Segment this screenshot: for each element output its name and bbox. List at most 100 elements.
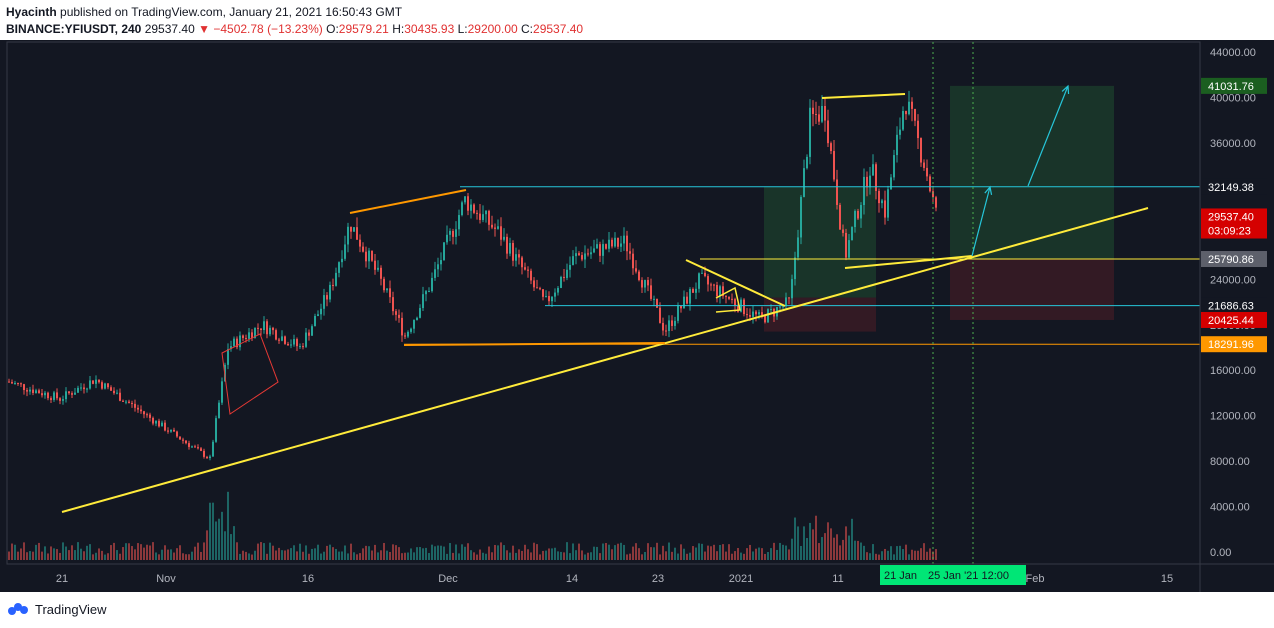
volume-bar <box>446 553 448 560</box>
candle-body <box>14 382 16 384</box>
volume-bar <box>602 543 604 560</box>
volume-bar <box>281 550 283 560</box>
loss-zone-1[interactable] <box>764 297 876 332</box>
volume-bar <box>347 553 349 560</box>
volume-bar <box>170 549 172 560</box>
candle-body <box>824 105 826 121</box>
volume-bar <box>278 547 280 560</box>
candle-body <box>422 294 424 309</box>
candle-body <box>737 305 739 312</box>
volume-bar <box>740 552 742 560</box>
volume-bar <box>101 550 103 560</box>
author-name[interactable]: Hyacinth <box>6 5 57 19</box>
wedge-upper[interactable] <box>685 259 786 307</box>
candle-body <box>746 314 748 316</box>
candle-body <box>29 389 31 392</box>
volume-bar <box>32 551 34 560</box>
volume-bar <box>95 552 97 560</box>
svg-text:20425.44: 20425.44 <box>1208 315 1254 327</box>
volume-bar <box>341 551 343 560</box>
projection-arrow-2[interactable] <box>1027 85 1069 187</box>
candle-body <box>656 298 658 308</box>
volume-bar <box>488 546 490 560</box>
volume-bar <box>932 551 934 560</box>
volume-bar <box>599 553 601 560</box>
candle-body <box>77 387 79 393</box>
profit-zone-2[interactable] <box>950 85 1114 260</box>
candle-body <box>875 164 877 191</box>
candle-body <box>233 338 235 347</box>
volume-bar <box>575 550 577 560</box>
volume-bar <box>62 542 64 560</box>
candle-body <box>44 392 46 396</box>
candle-body <box>266 321 268 335</box>
volume-bar <box>437 545 439 560</box>
volume-bar <box>374 544 376 560</box>
tradingview-logo[interactable]: TradingView <box>6 601 107 617</box>
x-tick-label: 14 <box>566 573 578 585</box>
volume-bar <box>89 544 91 560</box>
candle-body <box>659 307 661 323</box>
volume-bar <box>368 546 370 560</box>
volume-bar <box>821 537 823 560</box>
x-tick-label: 11 <box>832 573 843 585</box>
volume-bar <box>914 550 916 560</box>
candle-body <box>314 315 316 327</box>
volume-bar <box>890 546 892 560</box>
candle-body <box>578 253 580 256</box>
candle-body <box>401 317 403 336</box>
volume-bar <box>251 554 253 560</box>
volume-bar <box>617 543 619 560</box>
candle-body <box>710 284 712 286</box>
candle-body <box>551 296 553 302</box>
volume-bar <box>38 542 40 560</box>
candle-body <box>248 332 250 339</box>
candle-body <box>566 269 568 278</box>
support-line[interactable] <box>403 342 666 346</box>
volume-bar <box>824 533 826 560</box>
candle-body <box>185 440 187 444</box>
volume-bar <box>749 544 751 560</box>
candle-body <box>308 332 310 336</box>
candle-body <box>614 237 616 247</box>
resistance-line[interactable] <box>349 189 467 214</box>
chart-footer: TradingView <box>0 592 1274 628</box>
volume-bar <box>656 542 658 560</box>
volume-bar <box>539 554 541 560</box>
candle-body <box>716 284 718 297</box>
volume-bar <box>800 545 802 560</box>
candle-body <box>608 239 610 249</box>
candle-body <box>620 243 622 247</box>
price-label-level: 21686.63 <box>1201 297 1267 314</box>
channel-box[interactable] <box>221 333 279 415</box>
candle-body <box>89 380 91 389</box>
small-pattern[interactable] <box>715 286 741 313</box>
volume-bar <box>842 539 844 560</box>
candle-body <box>731 298 733 300</box>
volume-bar <box>653 547 655 560</box>
candle-body <box>665 330 667 332</box>
price-chart[interactable]: 44000.0040000.0036000.0032000.0028000.00… <box>0 40 1274 592</box>
loss-zone-2[interactable] <box>950 259 1114 320</box>
volume-bar <box>272 545 274 560</box>
flag-lower[interactable] <box>844 255 973 269</box>
y-tick-label: 8000.00 <box>1210 456 1250 468</box>
candle-body <box>155 420 157 424</box>
candle-body <box>260 328 262 330</box>
main-trendline[interactable] <box>61 207 1149 513</box>
volume-bar <box>140 544 142 560</box>
volume-bar <box>407 552 409 560</box>
candle-body <box>749 315 751 317</box>
projection-arrow-1[interactable] <box>971 186 991 257</box>
volume-bar <box>158 554 160 560</box>
volume-bar <box>755 548 757 560</box>
top-line[interactable] <box>821 93 906 99</box>
time-label: 21 Jan <box>880 565 926 585</box>
profit-zone-1[interactable] <box>764 186 876 298</box>
symbol-label[interactable]: BINANCE:YFIUSDT, 240 <box>6 22 142 36</box>
candle-body <box>611 239 613 247</box>
volume-bar <box>128 543 130 560</box>
candle-body <box>410 328 412 332</box>
candle-body <box>47 392 49 399</box>
candle-body <box>374 260 376 270</box>
